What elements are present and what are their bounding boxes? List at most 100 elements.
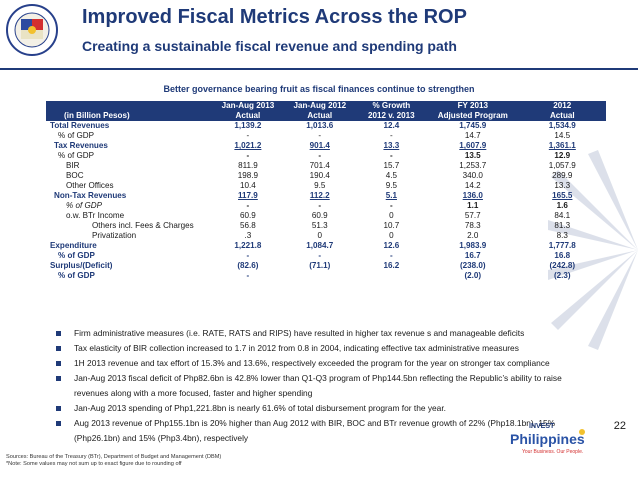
bullet-item: Jan-Aug 2013 spending of Php1,221.8bn is… [56, 401, 596, 416]
table-cell: (2.3) [553, 271, 571, 280]
table-cell: 51.3 [311, 221, 328, 230]
table-cell: 1.1 [467, 201, 479, 210]
table-cell: 9.5 [385, 181, 397, 190]
row-label: BOC [66, 171, 84, 180]
bullet-item: Firm administrative measures (i.e. RATE,… [56, 326, 596, 341]
table-cell: 0 [317, 231, 323, 240]
table-cell: 13.3 [383, 141, 400, 150]
table-cell [284, 271, 356, 281]
svg-text:Philippines: Philippines [510, 431, 585, 447]
table-cell: 1,221.8 [234, 241, 262, 250]
table-cell: - [246, 201, 250, 210]
row-label: Total Revenues [50, 121, 110, 130]
sun-rays-watermark [548, 150, 638, 350]
row-label: Privatization [92, 231, 137, 240]
table-cell: 2.0 [467, 231, 479, 240]
page-number: 22 [613, 420, 626, 432]
header-rule [0, 68, 638, 70]
table-body: Total Revenues 1,139.2 1,013.6 12.4 1,745.9 1… [46, 121, 606, 281]
table-cell: 16.2 [383, 261, 400, 270]
table-cell: 12.9 [554, 151, 571, 160]
row-label: Other Offices [66, 181, 114, 190]
table-cell: 14.2 [464, 181, 481, 190]
fiscal-metrics-table: Jan-Aug 2013 Jan-Aug 2012 % Growth FY 20… [46, 101, 606, 281]
table-cell: (2.0) [464, 271, 482, 280]
table-row: BIR 811.9 701.4 15.7 1,253.7 1,057.9 [46, 161, 606, 171]
table-cell: 14.5 [554, 131, 571, 140]
table-cell: 9.5 [314, 181, 326, 190]
page-subtitle: Creating a sustainable fiscal revenue an… [82, 38, 457, 54]
bullet-square-icon [56, 421, 61, 426]
invest-philippines-logo: INVEST Philippines Your Business. Our Pe… [508, 420, 588, 460]
column-header: % Growth [355, 101, 427, 111]
table-cell: 57.7 [464, 211, 481, 220]
table-cell: 289.9 [552, 171, 573, 180]
table-cell: 12.6 [383, 241, 400, 250]
table-cell: 60.9 [240, 211, 256, 220]
row-label: o.w. BTr Income [66, 211, 125, 220]
table-cell: 811.9 [238, 161, 258, 170]
svg-text:INVEST: INVEST [529, 423, 555, 430]
column-subheader: 2012 v. 2013 [355, 111, 427, 121]
table-cell: 901.4 [309, 141, 330, 150]
column-header: Jan-Aug 2012 [283, 101, 356, 111]
table-cell: 1,777.8 [548, 241, 576, 250]
philippine-seal-logo [6, 4, 58, 56]
table-cell: 1,084.7 [306, 241, 334, 250]
table-cell: 1,534.9 [548, 121, 576, 130]
table-row: Expenditure 1,221.8 1,084.7 12.6 1,983.9 1,77… [46, 241, 606, 251]
bullet-square-icon [56, 346, 61, 351]
table-cell: 56.8 [240, 221, 256, 230]
table-cell: 117.9 [238, 191, 258, 200]
table-cell: (71.1) [309, 261, 331, 270]
page-title: Improved Fiscal Metrics Across the ROP [82, 6, 467, 28]
table-cell: - [246, 251, 250, 260]
column-subheader: Actual [518, 111, 606, 121]
key-points-list: Firm administrative measures (i.e. RATE,… [56, 326, 596, 446]
table-cell: (242.8) [549, 261, 576, 270]
table-cell: 1,983.9 [459, 241, 487, 250]
bullet-item: Tax elasticity of BIR collection increas… [56, 341, 596, 356]
source-note: Sources: Bureau of the Treasury (BTr), D… [6, 454, 222, 460]
row-label: Non-Tax Revenues [54, 191, 127, 200]
bullet-square-icon [56, 331, 61, 336]
table-cell: - [318, 131, 322, 140]
table-cell: 16.7 [464, 251, 481, 260]
table-row: o.w. BTr Income 60.9 60.9 0 57.7 84.1 [46, 211, 606, 221]
bullet-item: 1H 2013 revenue and tax effort of 15.3% … [56, 356, 596, 371]
table-row: % of GDP - - - 14.7 14.5 [46, 131, 606, 141]
table-cell: 198.9 [237, 171, 259, 180]
table-header-row: (in Billion Pesos) Actual Actual 2012 v.… [46, 111, 606, 121]
table-cell [356, 271, 427, 281]
table-cell: 165.5 [552, 191, 573, 200]
row-label: % of GDP [58, 131, 94, 140]
table-row: % of GDP - - - 1.1 1.6 [46, 201, 606, 211]
table-cell: 14.7 [464, 131, 481, 140]
table-cell: 4.5 [385, 171, 397, 180]
table-cell: 78.3 [464, 221, 481, 230]
unit-label: (in Billion Pesos) [46, 111, 212, 121]
table-cell: 112.2 [309, 191, 330, 200]
table-cell: 1,057.9 [548, 161, 576, 170]
table-cell: 0 [389, 211, 394, 220]
table-cell: 340.0 [462, 171, 483, 180]
table-row: % of GDP - - - 16.7 16.8 [46, 251, 606, 261]
row-label: Expenditure [50, 241, 97, 250]
table-cell: 1.6 [556, 201, 568, 210]
table-cell: .3 [244, 231, 252, 240]
table-cell: 1,139.2 [234, 121, 262, 130]
rounding-note: *Note: Some values may not sum up to exa… [6, 461, 182, 467]
table-cell: - [390, 151, 393, 160]
table-cell: 1,361.1 [548, 141, 576, 150]
table-cell: 1,013.6 [306, 121, 334, 130]
table-cell: 13.5 [464, 151, 481, 160]
table-cell: - [318, 201, 322, 210]
section-banner: Better governance bearing fruit as fisca… [163, 84, 475, 94]
column-subheader: Actual [283, 111, 356, 121]
table-cell: (238.0) [459, 261, 486, 270]
table-header-row: Jan-Aug 2013 Jan-Aug 2012 % Growth FY 20… [46, 101, 606, 111]
table-cell: - [246, 131, 250, 140]
table-cell: - [390, 201, 393, 210]
table-row: Other Offices 10.4 9.5 9.5 14.2 13.3 [46, 181, 606, 191]
table-row: Others incl. Fees & Charges 56.8 51.3 10.7 7… [46, 221, 606, 231]
